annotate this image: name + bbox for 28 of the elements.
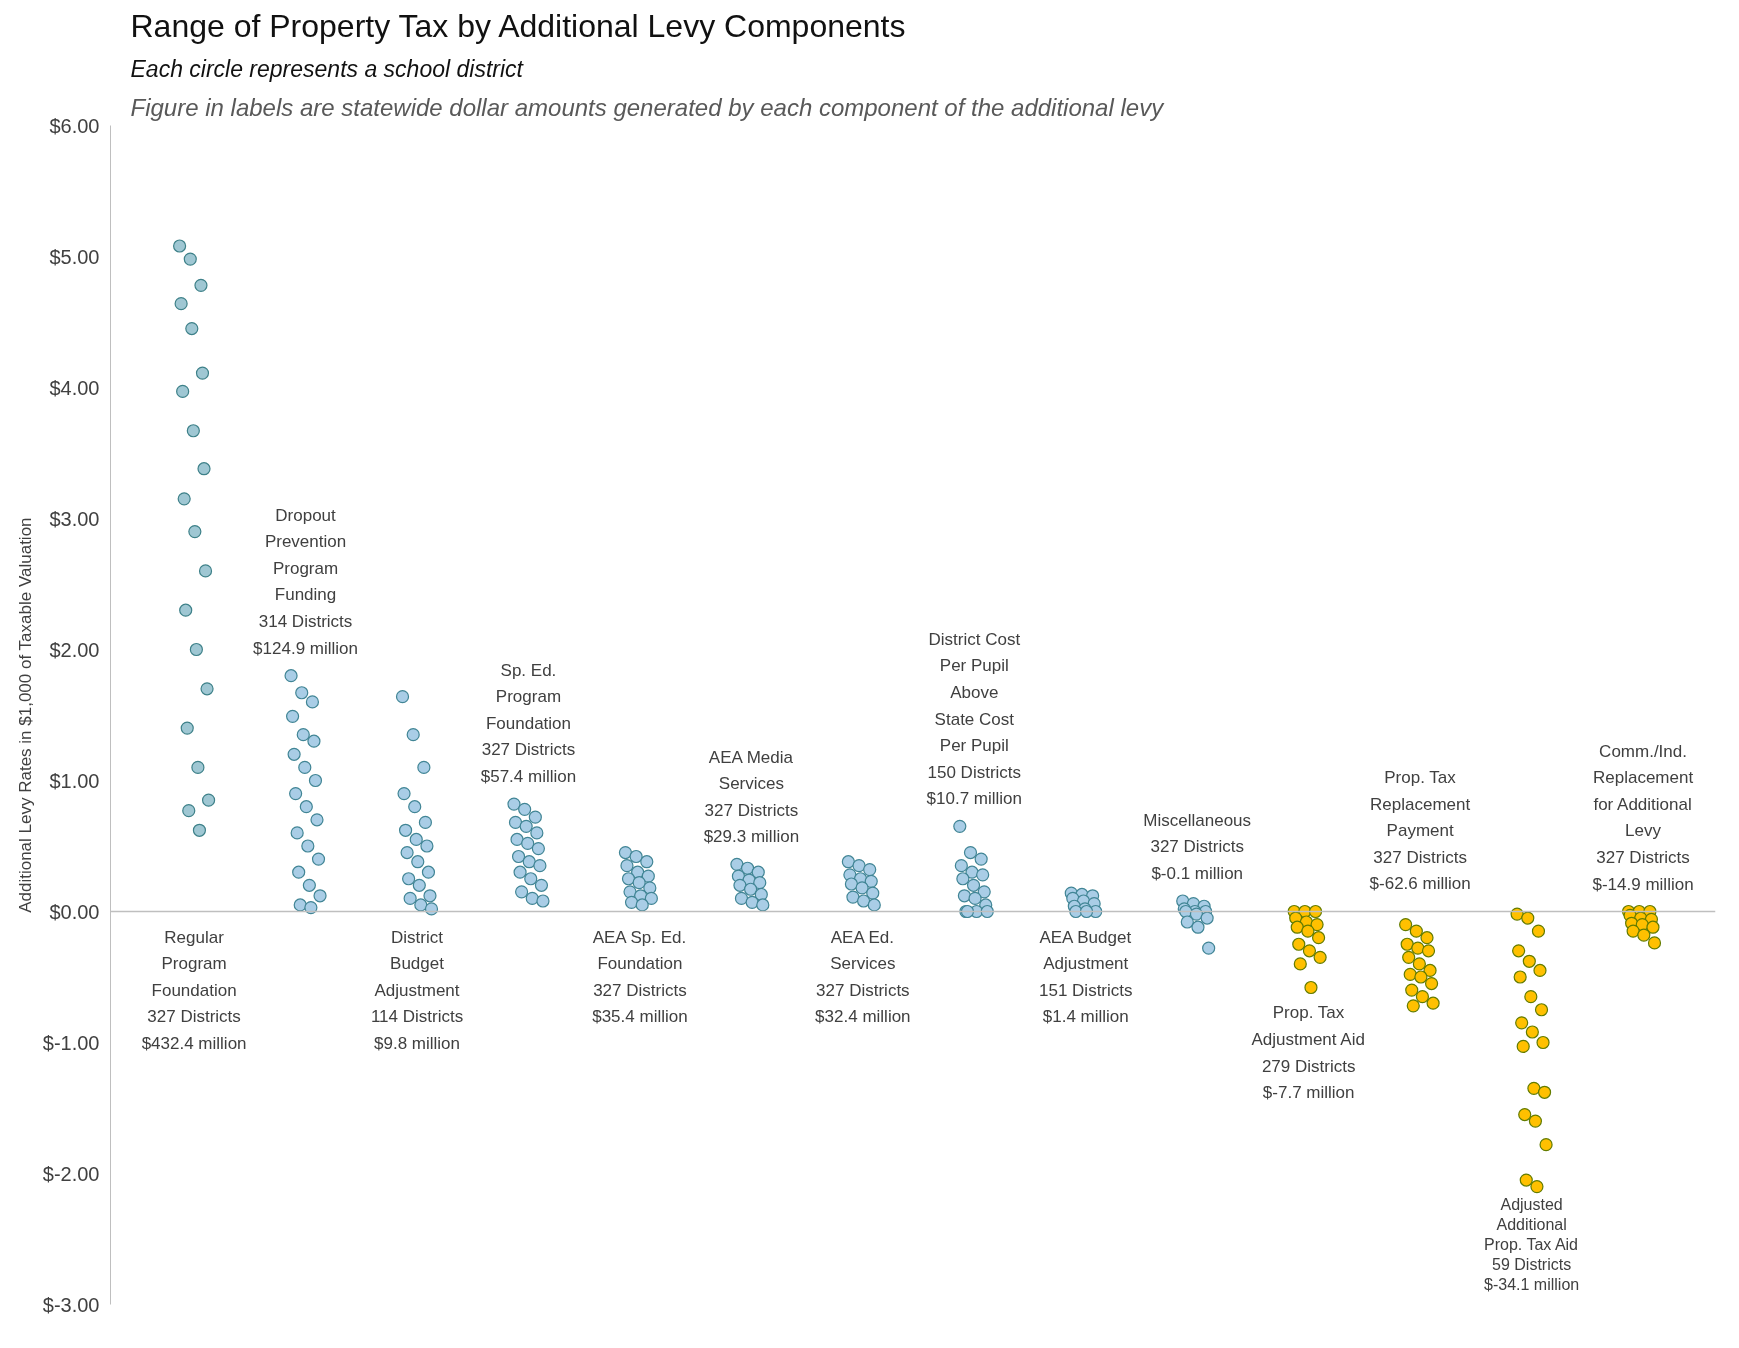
x-tick-label: AEA Sp. Ed. Foundation 327 Districts $35.4 million [592,927,688,1027]
x-tick-label: AEA Media Services 327 Districts $29.3 million [703,747,800,847]
x-tick-label: Sp. Ed. Program Foundation 327 Districts $57.4 million [480,660,577,787]
chart-title: Range of Property Tax by Additional Levy Components [130,7,906,44]
y-tick-label: $-3.00 [42,1293,100,1316]
y-tick-label: $2.00 [49,638,100,661]
text: Figure in labels are statewide dollar amounts generated by each component of the additional levy [130,93,1166,121]
y-tick-label: $6.00 [49,114,100,137]
y-tick-label: $0.00 [49,900,100,923]
x-tick-label: Dropout Prevention Program Funding 314 Districts $124.9 million [253,505,359,658]
y-tick-label: $3.00 [49,507,100,530]
y-axis-title: Additional Levy Rates in $1,000 of Taxable Valuation [15,517,35,913]
x-tick-label: Prop. Tax Adjustment Aid 279 Districts $-7.7 million [1251,1003,1365,1103]
x-tick-label: District Cost Per Pupil Above State Cost Per Pupil 150 Districts $10.7 million [926,629,1023,809]
x-tick-label: AEA Budget Adjustment 151 Districts $1.4 million [1039,927,1133,1027]
chart-subtitle: Each circle represents a school district [130,55,525,82]
y-tick-label: $-1.00 [42,1031,100,1054]
y-tick-label: $4.00 [49,376,100,399]
y-tick-label: $-2.00 [42,1162,100,1185]
y-tick-label: $5.00 [49,245,100,268]
x-tick-label: AEA Ed. Services 327 Districts $32.4 million [815,927,911,1027]
x-tick-label: Prop. Tax Replacement Payment 327 Districts $-62.6 million [1369,768,1471,894]
x-tick-label: Comm./Ind. Replacement for Additional Levy 327 Districts $-14.9 million [1592,741,1694,894]
x-tick-label: District Budget Adjustment 114 Districts $9.8 million [370,927,464,1053]
x-tick-label: Miscellaneous 327 Districts $-0.1 million [1143,810,1252,884]
x-tick-label: Adjusted Additional Prop. Tax Aid 59 Districts $-34.1 million [1484,1195,1580,1293]
x-tick-label: Regular Program Foundation 327 Districts $432.4 million [141,927,247,1053]
y-tick-label: $1.00 [49,769,100,792]
